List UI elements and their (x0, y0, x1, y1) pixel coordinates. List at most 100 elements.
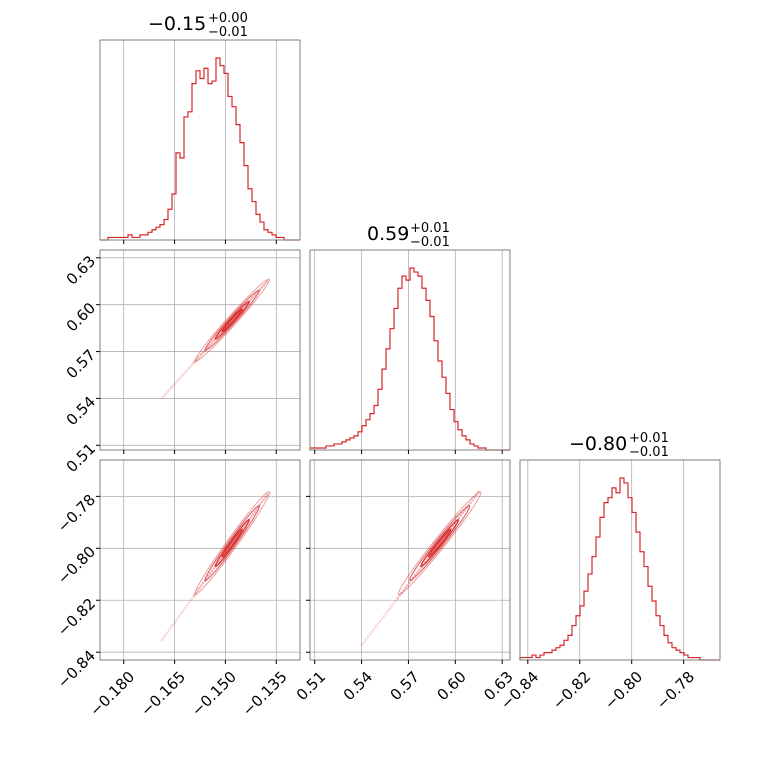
sample-point-1-0-3 (166, 390, 169, 394)
sample-point-2-1-1 (362, 640, 366, 644)
contour-1-0-2 (194, 278, 270, 363)
panel-2-0 (96, 459, 301, 664)
x-tick-label-2-1: −0.82 (549, 668, 594, 713)
sample-point-1-0-5 (169, 386, 173, 390)
sample-point-1-0-59 (265, 280, 269, 283)
sample-point-2-0-7 (173, 621, 176, 624)
contour-core-2-0 (221, 528, 243, 558)
sample-point-1-0-12 (182, 372, 185, 376)
contour-2-0-1 (204, 505, 260, 582)
x-tick-label-1-0: 0.51 (293, 668, 329, 704)
sample-point-1-0-11 (180, 374, 183, 378)
x-tick-label-1-3: 0.60 (433, 668, 469, 704)
title-param-2: −0.80 (569, 433, 627, 455)
sample-point-2-1-11 (382, 615, 386, 618)
sample-point-1-0-8 (175, 380, 178, 384)
sample-point-2-0-46 (242, 525, 246, 529)
title-param-0-value: −0.15 (148, 13, 206, 35)
sample-point-1-0-28 (210, 341, 214, 344)
sample-point-2-0-6 (171, 623, 175, 627)
title-param-2-lower: −0.01 (629, 445, 669, 460)
sample-point-1-0-6 (171, 384, 175, 388)
sample-point-2-0-27 (208, 572, 212, 575)
sample-point-2-1-55 (469, 501, 472, 504)
sample-point-2-0-53 (255, 508, 258, 511)
sample-point-2-1-49 (457, 516, 461, 520)
sample-point-2-1-51 (461, 511, 465, 515)
sample-point-1-0-4 (167, 388, 171, 392)
sample-point-2-0-17 (191, 596, 194, 600)
y-tick-label-2-3: −0.78 (54, 491, 99, 536)
sample-point-2-0-33 (219, 557, 223, 560)
sample-point-2-0-22 (199, 584, 203, 588)
title-param-0: −0.15 (148, 13, 206, 35)
sample-point-2-0-56 (260, 500, 264, 504)
y-tick-label-1-2: 0.57 (63, 346, 99, 382)
x-tick-label-2-3: −0.78 (653, 668, 698, 713)
sample-point-2-1-5 (370, 630, 374, 634)
sample-point-1-0-26 (207, 345, 210, 348)
sample-point-2-1-9 (378, 620, 382, 623)
title-param-1: 0.59 (367, 223, 409, 245)
sample-point-1-0-16 (189, 365, 192, 368)
sample-point-2-0-3 (166, 631, 169, 634)
sample-point-1-0-56 (260, 286, 264, 289)
sample-point-2-1-56 (471, 498, 474, 502)
sample-point-1-0-51 (251, 295, 255, 299)
y-tick-label-2-0: −0.84 (54, 647, 99, 692)
sample-point-2-1-22 (404, 586, 407, 590)
y-tick-label-1-3: 0.60 (63, 299, 99, 335)
sample-point-2-1-7 (374, 625, 378, 628)
contour-1-0-0 (214, 300, 250, 340)
sample-point-2-0-51 (251, 513, 255, 516)
sample-point-2-1-6 (372, 627, 376, 631)
sample-point-2-0-13 (183, 606, 187, 610)
histogram-param-0 (100, 57, 300, 241)
y-tick-label-2-2: −0.80 (54, 543, 99, 588)
sample-point-2-1-17 (394, 599, 397, 603)
panel-2-2 (519, 459, 721, 664)
contour-2-1-1 (409, 505, 471, 582)
title-param-1-upper: +0.01 (410, 221, 450, 236)
sample-point-2-0-4 (167, 628, 171, 632)
sample-point-1-0-22 (199, 353, 203, 356)
title-param-2-value: −0.80 (569, 433, 627, 455)
sample-point-2-0-58 (264, 495, 267, 499)
sample-point-1-0-23 (201, 351, 205, 354)
y-tick-label-1-1: 0.54 (63, 393, 99, 429)
sample-point-2-0-8 (175, 618, 178, 622)
contour-core-1-0 (221, 308, 243, 333)
sample-point-1-0-29 (212, 339, 216, 343)
sample-point-2-0-16 (189, 599, 192, 602)
panel-0-0 (99, 39, 301, 244)
panel-frame-2-0 (99, 459, 301, 661)
x-tick-label-1-1: 0.54 (340, 668, 376, 704)
contour-1-0-1 (204, 289, 260, 351)
title-param-2-upper: +0.01 (629, 431, 669, 446)
sample-point-1-0-0 (160, 396, 164, 400)
sample-point-2-1-4 (368, 633, 372, 636)
contour-2-0-0 (214, 518, 250, 568)
sample-point-1-0-52 (253, 294, 257, 297)
sample-point-2-0-52 (253, 510, 257, 514)
sample-point-1-0-21 (198, 355, 201, 358)
sample-point-2-1-50 (459, 514, 463, 517)
sample-point-1-0-9 (176, 378, 180, 382)
sample-point-2-1-23 (406, 584, 409, 587)
sample-point-2-0-55 (258, 503, 262, 506)
y-tick-label-2-1: −0.82 (54, 595, 99, 640)
sample-point-2-0-2 (164, 633, 167, 637)
sample-point-2-0-15 (187, 601, 191, 605)
sample-point-1-0-58 (264, 282, 267, 285)
sample-point-2-0-5 (169, 626, 173, 629)
contour-2-0-2 (194, 491, 270, 596)
sample-point-2-0-12 (182, 609, 185, 612)
sample-point-2-1-14 (388, 607, 391, 610)
x-tick-label-0-3: −0.135 (239, 668, 291, 720)
sample-point-2-0-26 (207, 574, 210, 578)
sample-point-2-1-18 (396, 596, 399, 600)
panel-1-0 (96, 249, 301, 454)
sample-point-2-0-29 (212, 567, 216, 570)
sample-point-2-1-16 (392, 602, 395, 605)
